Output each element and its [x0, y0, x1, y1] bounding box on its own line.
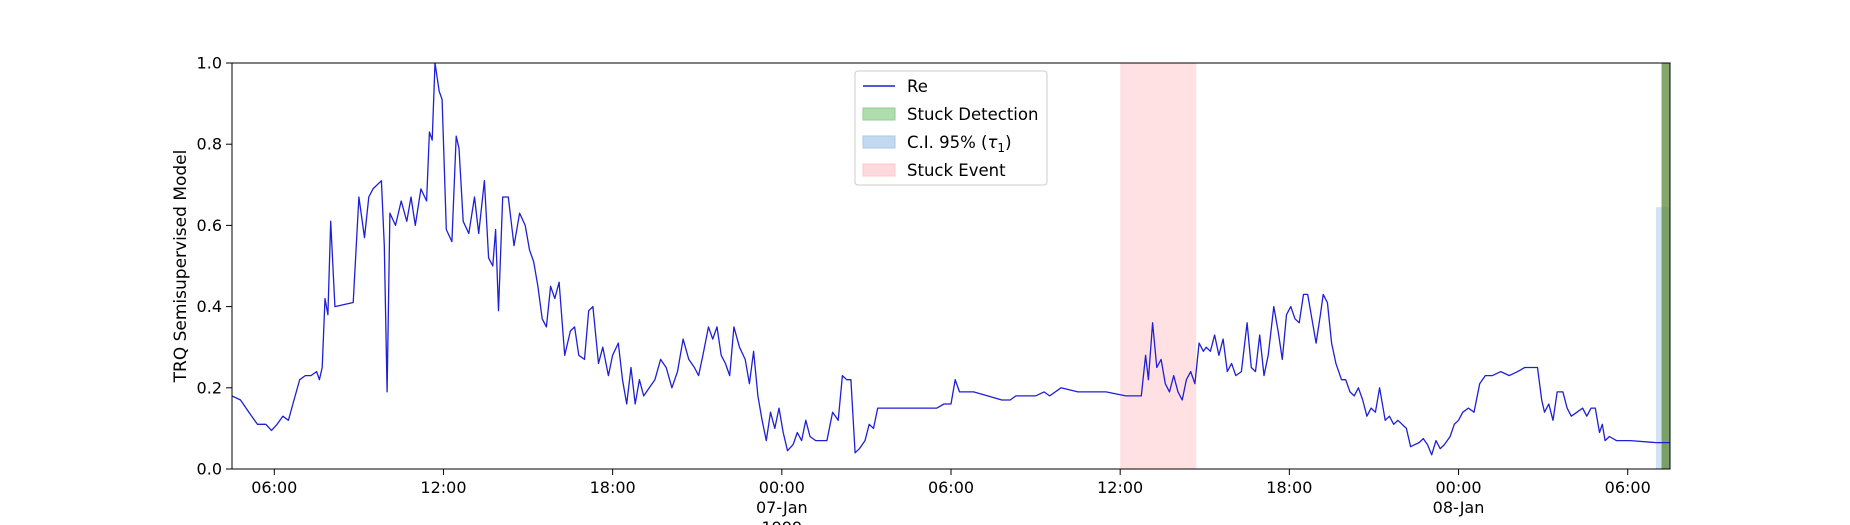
shaded-region-stuck-event	[1120, 63, 1197, 469]
x-tick-label: 00:00	[759, 478, 805, 497]
y-tick-label: 0.0	[197, 460, 222, 479]
x-tick-label: 18:00	[1266, 478, 1312, 497]
x-tick-label: 06:00	[251, 478, 297, 497]
x-tick-label: 06:00	[1605, 478, 1651, 497]
legend-box	[854, 70, 1048, 186]
legend-entry-label: C.I. 95% (τ1)	[907, 133, 1012, 155]
legend-entry-label: Stuck Detection	[907, 105, 1038, 124]
legend-swatch-patch	[862, 107, 896, 121]
legend-entry-label: Re	[907, 77, 928, 96]
shaded-region-stuck-detection	[1661, 63, 1670, 469]
x-tick-label: 00:00	[1435, 478, 1481, 497]
x-tick-label: 06:00	[928, 478, 974, 497]
y-tick-label: 0.2	[197, 378, 222, 397]
y-tick-label: 0.6	[197, 216, 222, 235]
legend-swatch-patch	[862, 135, 896, 149]
y-axis-title: TRQ Semisupervised Model	[171, 150, 191, 384]
series-line-re	[231, 62, 1670, 456]
y-tick-label: 1.0	[197, 54, 222, 73]
x-tick-label: 07-Jan	[756, 498, 808, 517]
legend-entry-label: Stuck Event	[907, 161, 1006, 180]
y-tick-label: 0.8	[197, 135, 222, 154]
y-tick-label: 0.4	[197, 297, 222, 316]
legend-swatch-patch	[862, 163, 896, 177]
x-tick-label: 18:00	[590, 478, 636, 497]
x-tick-label: 08-Jan	[1433, 498, 1485, 517]
series-layer	[231, 62, 1670, 456]
x-tick-label: 12:00	[420, 478, 466, 497]
legend: Re Stuck Detection C.I. 95% (τ1) Stuck Even…	[854, 70, 1048, 186]
x-axis: 06:0012:0018:0000:0007-Jan199906:0012:00…	[251, 469, 1651, 525]
x-tick-label: 1999	[761, 518, 802, 525]
x-tick-label: 12:00	[1097, 478, 1143, 497]
y-axis: 0.0 0.2 0.4 0.6 0.8 1.0	[197, 54, 232, 479]
shaded-regions	[1120, 63, 1670, 469]
